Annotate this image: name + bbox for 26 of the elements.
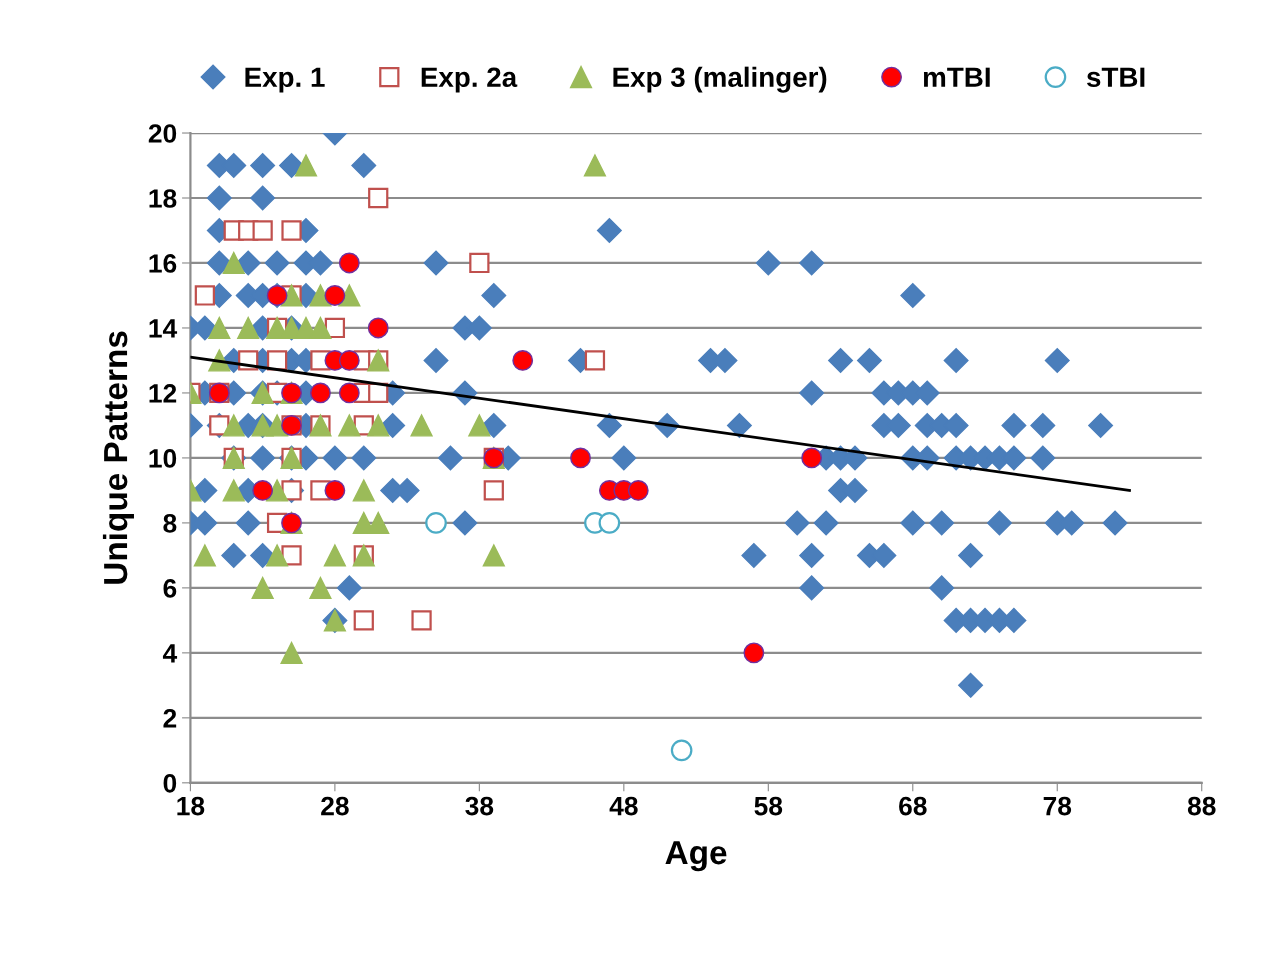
- legend-label: Exp 3 (malinger): [613, 66, 827, 93]
- y-tick-label: 14: [149, 319, 178, 338]
- y-axis-title: Unique Patterns: [102, 331, 134, 584]
- legend-label: mTBI: [923, 67, 990, 87]
- y-tick-label: 0: [163, 773, 177, 793]
- y-tick-label: 6: [163, 579, 177, 598]
- y-tick-label: 18: [149, 189, 177, 208]
- y-tick-label: 2: [163, 708, 177, 728]
- legend-label: Exp. 1: [245, 67, 325, 93]
- y-tick-label: 4: [162, 644, 178, 663]
- x-tick-label: 68: [899, 796, 927, 816]
- y-tick-label: 10: [149, 449, 177, 468]
- x-tick-label: 38: [465, 796, 494, 816]
- x-tick-label: 78: [1043, 796, 1072, 816]
- x-tick-label: 58: [754, 796, 783, 816]
- x-tick-label: 48: [609, 796, 638, 816]
- y-tick-label: 12: [149, 384, 177, 403]
- y-tick-label: 16: [149, 254, 177, 273]
- x-axis-title: Age: [665, 841, 727, 872]
- legend-label: sTBI: [1086, 67, 1145, 88]
- y-tick-label: 8: [163, 514, 177, 533]
- x-tick-label: 28: [321, 796, 349, 816]
- y-tick-label: 20: [148, 124, 177, 143]
- x-tick-label: 88: [1187, 796, 1216, 816]
- x-tick-label: 18: [177, 796, 205, 816]
- legend-label: Exp. 2a: [421, 67, 518, 93]
